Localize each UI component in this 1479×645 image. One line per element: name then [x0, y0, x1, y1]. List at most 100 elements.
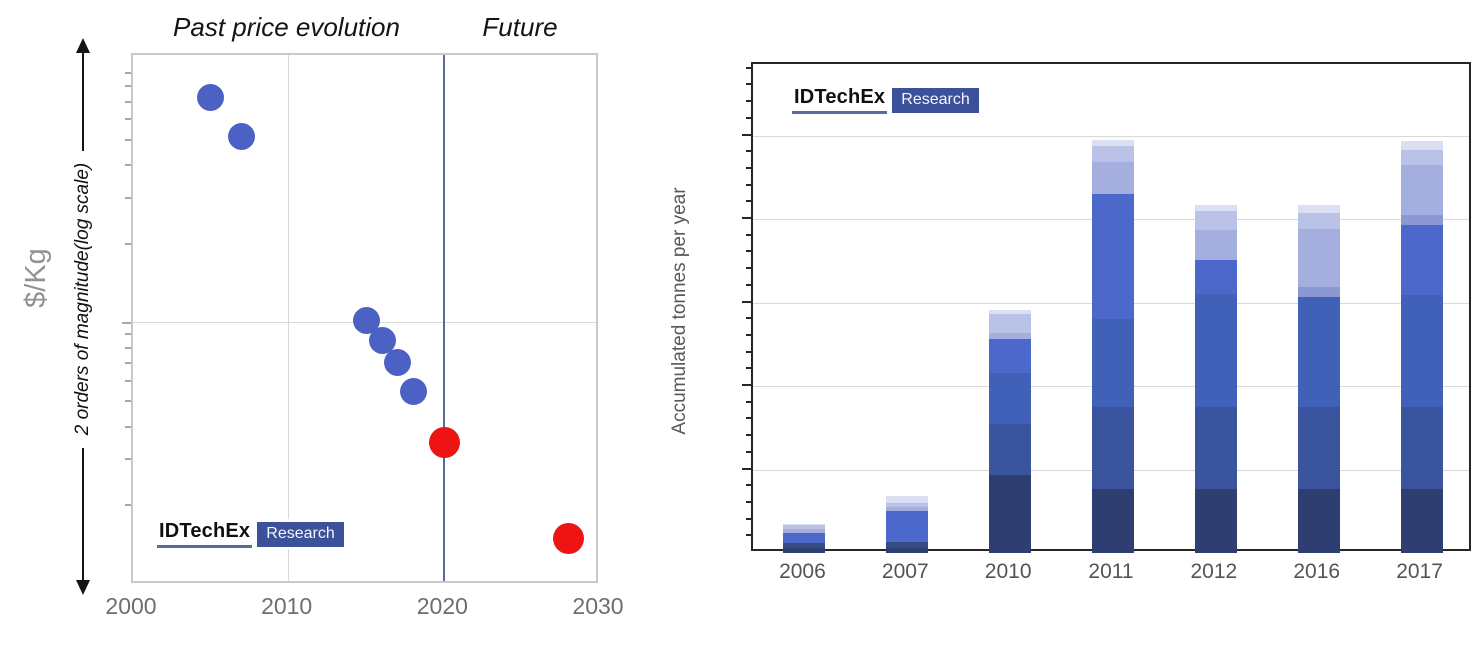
left-y-axis-tick-80	[125, 85, 131, 88]
bar-2012-segment-0	[1194, 488, 1237, 553]
bar-2011-segment-0	[1092, 488, 1134, 553]
y-axis-arrow-shaft-bottom	[82, 448, 84, 582]
right-y-axis-tick-3	[746, 500, 751, 503]
right-y-axis-tick-27	[746, 100, 751, 103]
bar-2017-segment-2	[1400, 294, 1443, 407]
right-chart-y-axis-label: Accumulated tonnes per year	[669, 187, 690, 435]
left-y-axis-tick-90	[125, 71, 131, 74]
right-y-axis-tick-13	[746, 333, 751, 336]
right-y-axis-tick-22	[746, 183, 751, 186]
scatter-point-2005	[197, 84, 225, 112]
bar-2011-segment-4	[1092, 162, 1134, 194]
left-chart-title-past: Past price evolution	[173, 12, 400, 42]
bar-2011-segment-3	[1092, 193, 1134, 320]
bar-2017-segment-5	[1400, 164, 1443, 215]
bar-2017-segment-7	[1400, 140, 1443, 150]
bar-2010-segment-6	[989, 310, 1032, 315]
right-y-axis-tick-6	[746, 450, 751, 453]
left-y-axis-tick-4	[125, 425, 131, 428]
bar-2010-segment-1	[989, 423, 1032, 476]
bar-2016-segment-1	[1297, 406, 1340, 489]
right-y-axis-tick-15	[742, 300, 751, 303]
bar-2011-segment-6	[1092, 139, 1134, 146]
right-x-tick-label-2010: 2010	[984, 560, 1032, 583]
right-y-axis-tick-26	[746, 116, 751, 119]
right-x-tick-label-2016: 2016	[1293, 560, 1341, 583]
bar-2017-segment-1	[1400, 406, 1443, 489]
right-x-tick-label-2011: 2011	[1088, 560, 1134, 583]
idtechex-logo-right: IDTechEx Research	[790, 85, 981, 115]
left-y-axis-tick-60	[125, 118, 131, 120]
bar-2016-segment-5	[1297, 213, 1340, 229]
right-x-tick-label-2006: 2006	[779, 560, 826, 583]
bar-2016-segment-3	[1297, 286, 1340, 297]
right-y-axis-tick-1	[746, 534, 751, 537]
right-y-axis-tick-17	[746, 267, 751, 270]
right-x-tick-label-2017: 2017	[1396, 560, 1443, 583]
scatter-point-2020	[428, 427, 460, 459]
scatter-point-2018	[399, 377, 427, 405]
right-y-axis-tick-4	[746, 484, 751, 487]
right-y-axis-tick-19	[746, 233, 751, 236]
right-y-axis-tick-2	[746, 517, 751, 520]
idtechex-logo-left: IDTechEx Research	[155, 519, 346, 549]
idtechex-logo-brand: IDTechEx	[157, 520, 253, 548]
bar-2007-segment-3	[886, 507, 929, 512]
right-y-axis-tick-24	[746, 150, 751, 153]
right-gridline-5	[753, 135, 1469, 137]
right-x-tick-label-2007: 2007	[881, 560, 929, 583]
past-future-divider-line	[443, 55, 445, 581]
left-chart-title-future: Future	[482, 12, 558, 42]
bar-2012-segment-6	[1194, 204, 1237, 212]
bar-2007-segment-1	[886, 542, 929, 548]
left-x-tick-label-2020: 2020	[416, 593, 468, 619]
bar-2006-segment-0	[783, 547, 826, 553]
right-y-axis-tick-12	[746, 350, 751, 353]
bar-2006-segment-4	[783, 525, 826, 529]
right-y-axis-tick-20	[742, 217, 751, 219]
bar-2012-segment-4	[1194, 229, 1237, 260]
bar-2011-segment-2	[1092, 319, 1134, 407]
bar-2012-segment-5	[1194, 211, 1237, 230]
left-x-tick-label-2030: 2030	[572, 593, 624, 619]
bar-2012-segment-1	[1194, 406, 1237, 489]
right-y-axis-tick-11	[746, 367, 751, 370]
y-axis-arrow-down-icon	[76, 580, 90, 595]
right-y-axis-tick-10	[742, 384, 751, 386]
bar-2017-segment-6	[1400, 149, 1443, 165]
right-y-axis-tick-7	[746, 434, 751, 437]
vertical-gridline-2010	[288, 55, 289, 581]
y-axis-arrow-up-icon	[76, 38, 90, 53]
right-y-axis-tick-28	[746, 83, 751, 86]
idtechex-logo-research-badge: Research	[892, 87, 979, 113]
bar-2016-segment-2	[1297, 296, 1340, 407]
left-y-axis-tick-9	[125, 333, 131, 336]
bar-2010-segment-2	[989, 372, 1032, 424]
bar-2007-segment-2	[886, 511, 929, 543]
bar-2006-segment-3	[783, 528, 826, 533]
left-y-axis-tick-3	[125, 458, 131, 461]
left-y-axis-tick-5	[125, 400, 131, 403]
right-y-axis-tick-5	[742, 467, 751, 470]
bar-2007-segment-4	[886, 502, 929, 508]
y-axis-arrow-shaft-top	[82, 51, 84, 151]
bar-2016-segment-6	[1297, 204, 1340, 214]
right-y-axis-tick-23	[746, 166, 751, 169]
bar-2012-segment-2	[1194, 294, 1237, 407]
left-x-tick-label-2010: 2010	[261, 593, 313, 619]
bar-2011-segment-5	[1092, 145, 1134, 163]
bar-2010-segment-0	[989, 475, 1032, 553]
bar-2006-segment-1	[783, 542, 826, 548]
bar-2010-segment-5	[989, 314, 1032, 334]
right-y-axis-tick-16	[746, 283, 751, 286]
right-y-axis-tick-14	[746, 317, 751, 320]
left-y-axis-tick-10	[122, 321, 131, 324]
left-chart-y-axis-unit: $/Kg	[20, 248, 52, 308]
idtechex-logo-brand: IDTechEx	[792, 86, 888, 114]
scatter-point-2017	[384, 348, 412, 376]
bar-2011-segment-1	[1092, 406, 1134, 489]
bar-2010-segment-4	[989, 333, 1032, 340]
left-y-axis-tick-30	[125, 196, 131, 199]
bar-2007-segment-5	[886, 496, 929, 503]
